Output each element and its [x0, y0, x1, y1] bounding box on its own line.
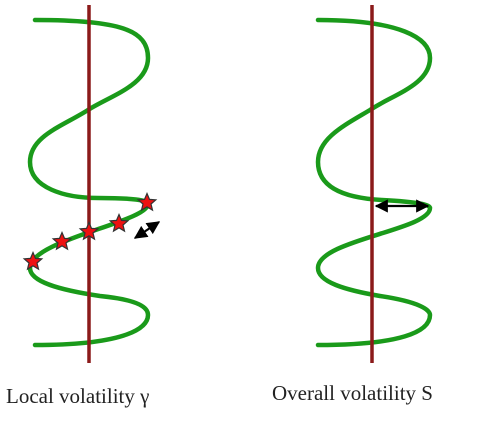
local-volatility-caption: Local volatility γ: [6, 384, 150, 408]
star-icon: [78, 220, 100, 241]
right-sine-wave: [315, 17, 433, 348]
star-icon: [108, 212, 130, 233]
star-icon: [51, 230, 73, 251]
local-volatility-panel: [22, 5, 161, 363]
overall-volatility-caption: Overall volatility S: [272, 381, 433, 405]
overall-volatility-panel: [315, 5, 433, 363]
star-icon: [22, 250, 44, 271]
double-arrow-icon: [133, 221, 161, 239]
volatility-diagram: [22, 5, 433, 363]
star-icon: [136, 191, 158, 212]
